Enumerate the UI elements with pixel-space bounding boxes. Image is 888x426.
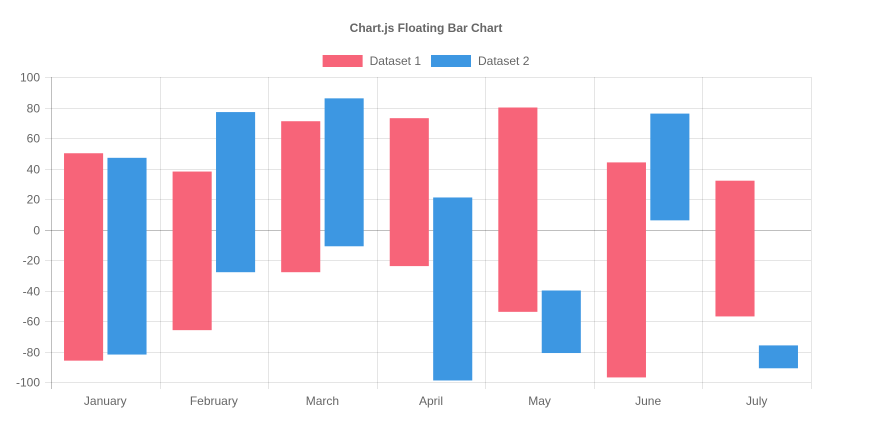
bar[interactable] <box>541 290 581 354</box>
y-tick-label: 100 <box>20 71 40 85</box>
bars <box>64 98 798 381</box>
x-axis: January February March April May June July <box>84 394 767 408</box>
y-tick-label: 60 <box>27 132 41 146</box>
legend-label: Dataset 1 <box>370 54 422 68</box>
bar[interactable] <box>606 162 646 378</box>
x-tick-label: April <box>419 394 443 408</box>
legend-swatch <box>431 55 471 67</box>
y-tick-label: -60 <box>23 315 41 329</box>
legend-swatch <box>322 55 363 67</box>
x-tick-label: January <box>84 394 127 408</box>
bar[interactable] <box>715 180 755 317</box>
y-tick-label: -100 <box>16 376 40 390</box>
legend-label: Dataset 2 <box>478 54 530 68</box>
bar[interactable] <box>758 345 798 369</box>
bar[interactable] <box>64 153 104 361</box>
x-tick-label: March <box>306 394 339 408</box>
bar[interactable] <box>107 157 147 355</box>
legend-item[interactable]: Dataset 2 <box>431 54 530 68</box>
x-tick-label: July <box>746 394 767 408</box>
bar[interactable] <box>216 112 256 273</box>
legend-item[interactable]: Dataset 1 <box>322 54 422 68</box>
legend: Dataset 1 Dataset 2 <box>322 54 530 68</box>
y-tick-label: -20 <box>23 254 41 268</box>
bar[interactable] <box>389 118 429 267</box>
bar[interactable] <box>433 197 473 381</box>
x-tick-label: February <box>190 394 238 408</box>
bar[interactable] <box>172 171 212 331</box>
y-tick-label: 80 <box>27 102 41 116</box>
x-tick-label: June <box>635 394 661 408</box>
x-tick-label: May <box>528 394 551 408</box>
y-tick-label: 20 <box>27 193 41 207</box>
bar[interactable] <box>281 121 321 273</box>
y-tick-label: -40 <box>23 285 41 299</box>
bar[interactable] <box>650 113 690 221</box>
bar[interactable] <box>498 107 538 312</box>
y-tick-label: 40 <box>27 163 41 177</box>
chart-title: Chart.js Floating Bar Chart <box>350 21 503 35</box>
y-axis: 100 80 60 40 20 0 -20 -40 -60 -80 -100 <box>16 71 40 390</box>
bar[interactable] <box>324 98 364 247</box>
y-tick-label: -80 <box>23 346 41 360</box>
y-tick-label: 0 <box>33 224 40 238</box>
